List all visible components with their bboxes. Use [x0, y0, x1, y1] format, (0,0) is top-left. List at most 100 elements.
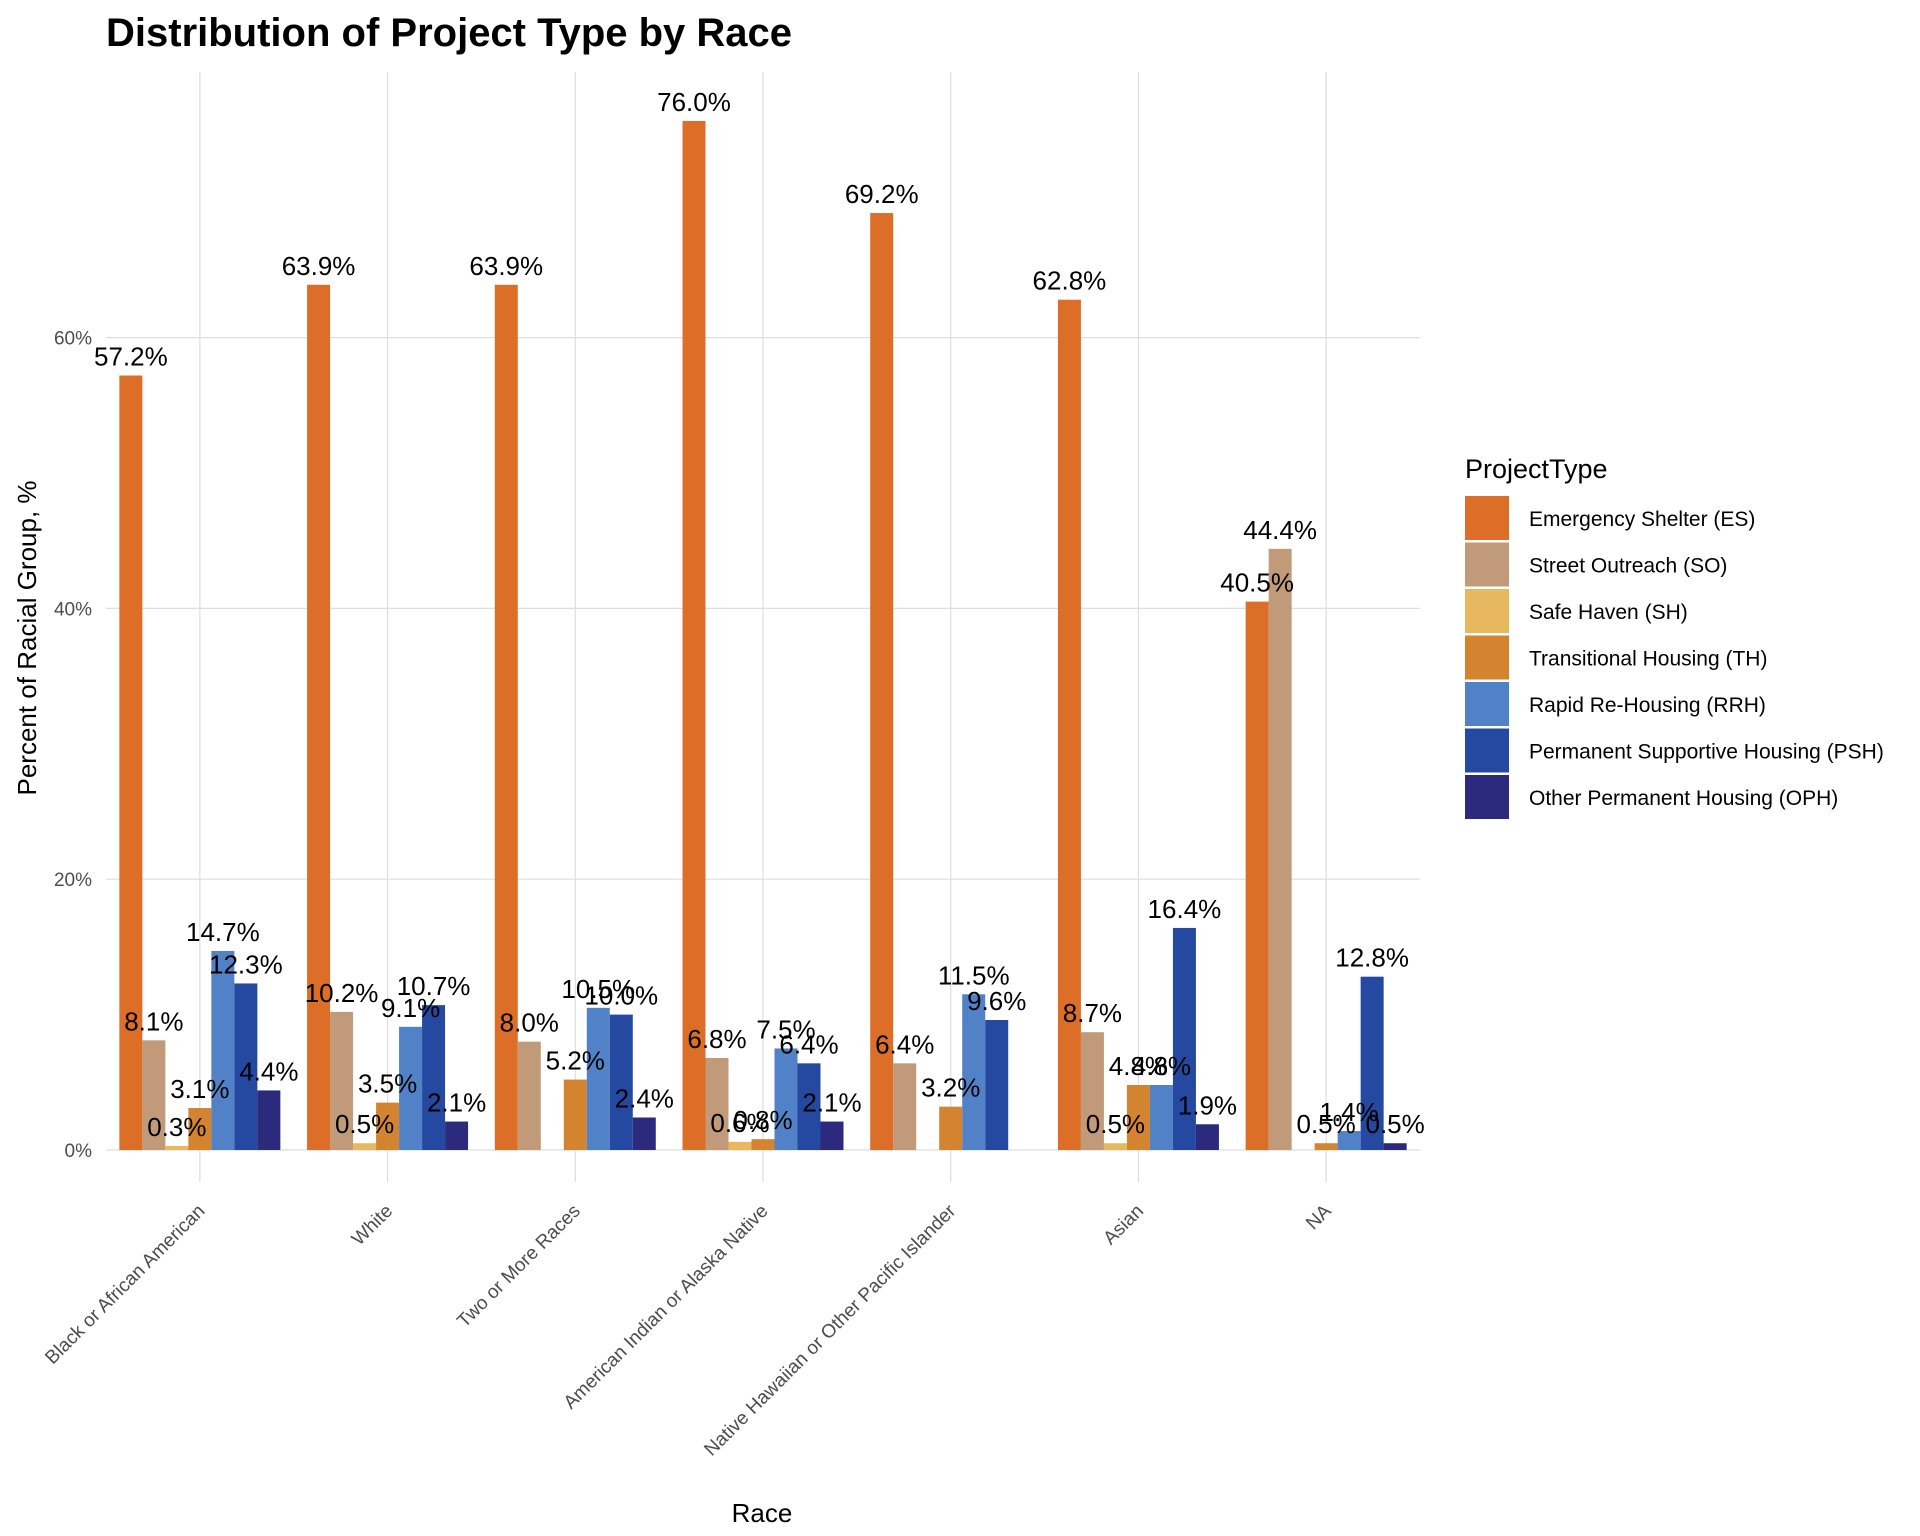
legend: ProjectType Emergency Shelter (ES) Street… — [1465, 454, 1884, 819]
legend-label: Rapid Re-Housing (RRH) — [1529, 694, 1766, 717]
data-label: 16.4% — [1148, 894, 1222, 924]
data-label: 10.7% — [397, 971, 471, 1001]
data-label: 2.1% — [427, 1088, 486, 1118]
data-label: 10.2% — [305, 978, 379, 1008]
bar — [609, 1014, 633, 1150]
bar — [1245, 601, 1269, 1150]
bar — [751, 1139, 775, 1150]
x-tick-labels: Black or African American White Two or Mor… — [41, 1200, 1335, 1460]
data-label: 0.8% — [733, 1105, 792, 1135]
data-label: 7.5% — [756, 1014, 815, 1044]
data-label: 69.2% — [845, 179, 919, 209]
legend-label: Other Permanent Housing (OPH) — [1529, 787, 1838, 810]
bar — [353, 1143, 377, 1150]
x-tick-label: Asian — [1100, 1201, 1148, 1249]
bar — [797, 1063, 821, 1150]
bar — [517, 1041, 541, 1150]
x-tick-label: NA — [1302, 1200, 1336, 1234]
data-labels-layer: 57.2% 8.1% 0.3% 3.1% 14.7%12.3% 4.4% 63.9% 10.2… — [94, 87, 1425, 1142]
bar — [307, 284, 331, 1150]
bar — [1383, 1143, 1407, 1150]
bar — [257, 1090, 281, 1150]
data-label: 10.0% — [584, 981, 658, 1011]
bar — [1337, 1131, 1361, 1150]
data-label: 4.8% — [1132, 1051, 1191, 1081]
data-label: 44.4% — [1243, 515, 1317, 545]
bar — [939, 1106, 963, 1150]
x-tick-label: American Indian or Alaska Native — [560, 1201, 773, 1414]
legend-key — [1465, 635, 1509, 680]
data-label: 62.8% — [1033, 266, 1107, 296]
data-label: 0.5% — [1086, 1109, 1145, 1139]
legend-key — [1465, 775, 1509, 819]
x-tick-label: Two or More Races — [453, 1201, 584, 1332]
y-tick-label: 20% — [54, 870, 92, 891]
bar — [1103, 1143, 1127, 1150]
bar — [632, 1117, 656, 1150]
bar — [188, 1108, 212, 1150]
data-label: 12.3% — [209, 949, 283, 979]
data-label: 2.4% — [615, 1084, 674, 1114]
bar — [376, 1102, 400, 1150]
bar — [586, 1007, 610, 1150]
y-tick-labels: 0% 20% 40% 60% — [54, 329, 92, 1162]
legend-label: Transitional Housing (TH) — [1529, 648, 1767, 671]
data-label: 14.7% — [186, 917, 260, 947]
bar — [445, 1121, 469, 1150]
data-label: 0.5% — [335, 1109, 394, 1139]
bar — [1057, 299, 1081, 1150]
legend-key — [1465, 682, 1509, 726]
data-label: 8.7% — [1063, 998, 1122, 1028]
bar — [494, 284, 518, 1150]
legend-key — [1465, 542, 1509, 587]
bar — [211, 950, 235, 1150]
bar — [563, 1079, 587, 1150]
y-tick-label: 60% — [54, 329, 92, 350]
data-label: 63.9% — [282, 251, 356, 281]
data-label: 6.8% — [687, 1024, 746, 1054]
data-label: 3.2% — [921, 1073, 980, 1103]
legend-title: ProjectType — [1465, 454, 1608, 484]
data-label: 9.6% — [967, 986, 1026, 1016]
bars-layer — [119, 120, 1407, 1151]
data-label: 0.5% — [1297, 1109, 1356, 1139]
bar — [422, 1005, 446, 1150]
bar — [330, 1011, 354, 1150]
data-label: 63.9% — [469, 251, 543, 281]
bar — [1080, 1032, 1104, 1150]
bar — [820, 1121, 844, 1150]
bar — [985, 1020, 1009, 1150]
data-label: 1.4% — [1320, 1097, 1379, 1127]
bar — [1360, 976, 1384, 1150]
bar — [1126, 1085, 1150, 1150]
data-label: 10.5% — [561, 974, 635, 1004]
bar — [870, 213, 894, 1151]
y-tick-label: 0% — [65, 1141, 93, 1162]
bar — [165, 1145, 189, 1150]
data-label: 12.8% — [1335, 943, 1409, 973]
data-label: 4.4% — [239, 1056, 298, 1086]
data-label: 9.1% — [381, 993, 440, 1023]
y-tick-label: 40% — [54, 599, 92, 620]
bar — [1314, 1143, 1338, 1150]
bar — [705, 1057, 729, 1150]
legend-label: Emergency Shelter (ES) — [1529, 508, 1755, 531]
bar — [399, 1026, 423, 1150]
bar — [1149, 1085, 1173, 1150]
bar — [119, 375, 143, 1151]
data-label: 5.2% — [546, 1046, 605, 1076]
data-label: 8.0% — [500, 1008, 559, 1038]
y-axis-title: Percent of Racial Group, % — [12, 480, 42, 795]
legend-key — [1465, 496, 1509, 540]
data-label: 6.4% — [875, 1029, 934, 1059]
data-label: 3.5% — [358, 1069, 417, 1099]
legend-key — [1465, 728, 1509, 773]
x-tick-label: White — [348, 1201, 397, 1250]
data-label: 57.2% — [94, 342, 168, 372]
legend-label: Permanent Supportive Housing (PSH) — [1529, 741, 1884, 764]
data-label: 11.5% — [938, 960, 1010, 990]
data-label: 1.9% — [1178, 1090, 1237, 1120]
legend-label: Safe Haven (SH) — [1529, 601, 1688, 624]
x-axis-title: Race — [732, 1498, 793, 1528]
data-label: 8.1% — [124, 1006, 183, 1036]
